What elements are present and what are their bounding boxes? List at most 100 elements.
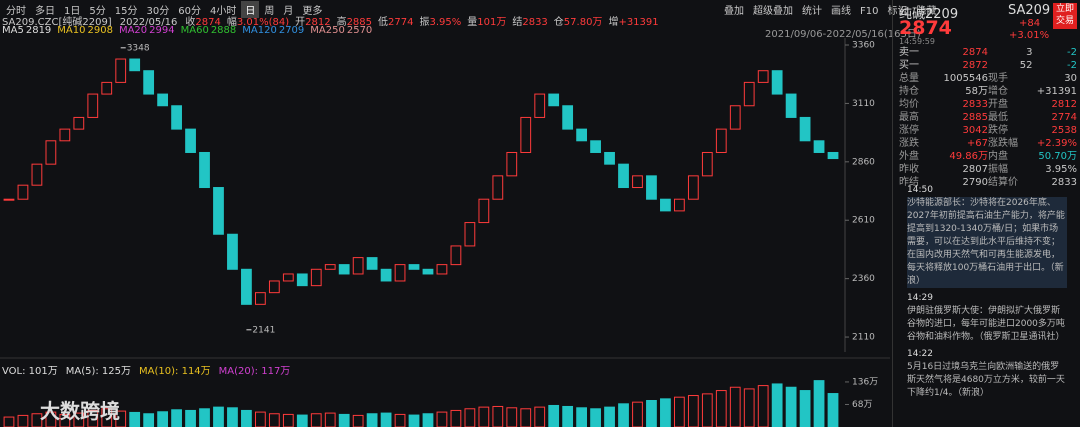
candle	[632, 175, 643, 189]
chart: 3360 3110 2860 2610 2360 2110 3348 2141 136万 68万	[0, 38, 890, 427]
stat-label: 涨跌	[899, 138, 919, 149]
volume-bar	[520, 408, 532, 427]
period-button[interactable]: 更多	[302, 6, 323, 17]
candle	[45, 140, 57, 165]
news-item: 14:50 沙特能源部长：沙特将在2026年底、2027年初前提高石油生产能力，将…	[907, 184, 1067, 288]
tool-button[interactable]: 叠加	[724, 6, 744, 17]
volume-bar	[646, 400, 657, 427]
candle	[785, 93, 797, 118]
stat-row: 最高 2885 最低 2774	[899, 111, 1077, 124]
stat-row: 昨收 2807 振幅 3.95%	[899, 163, 1077, 176]
volume-bar	[338, 413, 350, 427]
stat-label: 涨停	[899, 125, 919, 136]
stat-value: +67	[966, 138, 988, 149]
period-button[interactable]: 1日	[64, 6, 81, 17]
tool-button[interactable]: F10	[860, 6, 879, 17]
stat-row: 涨跌 +67 涨跌幅 +2.39%	[899, 137, 1077, 150]
info-label: 幅	[226, 17, 237, 28]
volume-bar	[227, 407, 238, 427]
ma-value: 2888	[210, 25, 237, 36]
stat-value: 30	[1064, 73, 1077, 84]
candle	[17, 184, 29, 200]
ma-value: 2819	[25, 25, 52, 36]
y-tick-label: 2360	[852, 274, 875, 284]
period-bar: 分时 多日 1日 5分 15分 30分 60分 4小时日周月更多	[2, 1, 327, 18]
period-button[interactable]: 月	[283, 6, 294, 17]
info-value: 3.95%	[429, 17, 462, 28]
ma-value: 2709	[278, 25, 305, 36]
watermark: 大数跨境	[40, 399, 120, 423]
info-label: 仓	[553, 17, 564, 28]
volume-bar	[576, 407, 588, 427]
stat-label: 昨收	[899, 164, 919, 175]
quote-panel: 纯碱2209 SA209 2874 +84 +3.01% 14:59:59 立即…	[892, 0, 1080, 427]
volume-bar	[618, 403, 629, 427]
book-cell: -2	[1067, 60, 1077, 71]
tool-button[interactable]: 统计	[802, 6, 822, 17]
stat-label: 增仓	[988, 86, 1008, 97]
info-value: 3.01%(84)	[236, 17, 290, 28]
volume-bar	[324, 412, 336, 427]
info-value: 2874	[195, 17, 221, 28]
stat-value: 50.70万	[1038, 151, 1077, 162]
stat-value: 1005546	[943, 73, 989, 84]
trade-button[interactable]: 立即交易	[1053, 3, 1077, 29]
volume-bar	[17, 414, 29, 427]
stat-label: 总量	[899, 73, 919, 84]
info-value: 2885	[346, 17, 373, 28]
volume-bar	[310, 413, 322, 427]
volume-bar	[115, 410, 127, 427]
period-button[interactable]: 30分	[146, 6, 170, 17]
volume-bar	[478, 406, 490, 427]
stat-label: 持仓	[899, 86, 919, 97]
candle	[673, 198, 685, 212]
period-button[interactable]: 15分	[114, 6, 138, 17]
y-tick-label: 2860	[852, 157, 875, 167]
info-label: 高	[336, 17, 347, 28]
period-button[interactable]: 5分	[89, 6, 106, 17]
stat-label: 开盘	[988, 99, 1008, 110]
candle	[3, 198, 15, 201]
volume-bar	[268, 413, 280, 427]
tool-button[interactable]: 画线	[831, 6, 851, 17]
period-button[interactable]: 日	[241, 1, 260, 18]
volume-bar	[101, 408, 113, 427]
ma-value: 2994	[149, 25, 175, 36]
volume-bar	[143, 413, 155, 427]
volume-bar	[185, 409, 196, 427]
tool-button[interactable]: 超级叠加	[753, 6, 793, 17]
tool-button[interactable]: 标记	[887, 6, 908, 17]
volume-legend-item: MA(5): 125万	[65, 366, 132, 377]
period-button[interactable]: 周	[264, 6, 275, 17]
period-button[interactable]: 分时	[6, 6, 26, 17]
order-book: 卖一 2874 3 -2 买一 2872 52 -2	[899, 46, 1077, 72]
candle	[813, 140, 825, 153]
stat-label: 最低	[988, 112, 1008, 123]
news-text: 伊朗驻俄罗斯大使：伊朗拟扩大俄罗斯谷物的进口，每年可能进口2000多万吨谷物和油…	[907, 306, 1065, 342]
stat-value: 58万	[965, 86, 988, 97]
candle	[604, 151, 615, 165]
extreme-label: 3348	[127, 43, 150, 53]
candle	[492, 175, 504, 200]
stat-label: 均价	[899, 99, 919, 110]
stat-value: 2812	[1051, 99, 1077, 110]
ma-label: MA10	[57, 25, 86, 36]
news-item: 14:22 5月16日过境乌克兰向欧洲输送的俄罗斯天然气将是4680万立方米，较前…	[907, 348, 1067, 400]
stat-label: 昨结	[899, 177, 919, 188]
stat-value: 2885	[962, 112, 988, 123]
period-button[interactable]: 60分	[178, 6, 201, 17]
volume-bar	[408, 414, 420, 427]
stat-row: 持仓 58万 增仓 +31391	[899, 85, 1077, 98]
tool-button[interactable]: 隐藏	[916, 6, 937, 17]
period-button[interactable]: 多日	[35, 6, 55, 17]
period-button[interactable]: 4小时	[209, 6, 237, 17]
volume-bar	[422, 413, 434, 427]
volume-bar	[45, 411, 57, 427]
candle	[59, 128, 71, 142]
candle	[743, 81, 755, 107]
volume-bar	[660, 398, 671, 427]
candle	[73, 116, 85, 130]
candle	[436, 264, 448, 275]
volume-bar	[366, 413, 378, 427]
